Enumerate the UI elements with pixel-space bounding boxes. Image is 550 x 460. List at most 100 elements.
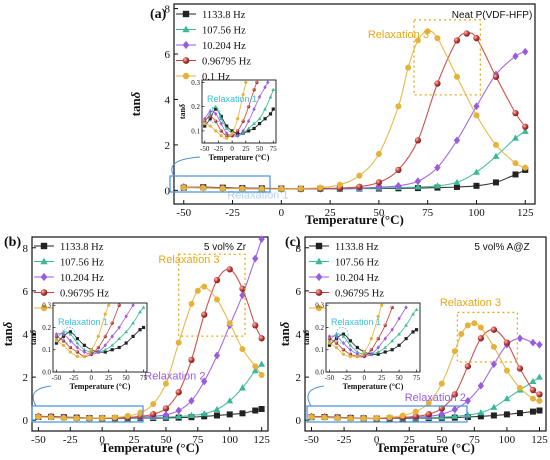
x-tick-label: 0 [99,434,105,446]
inset-data-point [362,352,367,356]
x-tick-label: 50 [436,434,448,446]
y-tick-label: 2 [23,372,29,384]
data-point [412,408,419,415]
inset-data-point [68,338,73,343]
data-point [73,415,80,422]
y-tick-label: 0 [165,185,171,197]
inset-series-0-1-Hz [203,80,248,140]
y-tick-label: 2 [165,140,171,152]
data-point [529,395,536,402]
legend-marker [315,289,323,296]
data-point [188,356,195,364]
inset-data-point [131,303,135,308]
inset-data-point [241,128,245,133]
legend-label: 10.204 Hz [335,273,379,284]
inset-x-axis-label: Temperature (°C) [343,382,404,391]
data-point [297,185,304,192]
inset-data-point [246,119,251,124]
data-point [213,405,221,412]
data-point [239,291,246,300]
inset-data-point [214,111,218,117]
inset-data-point [369,352,373,357]
data-point [188,300,195,307]
inset-data-point [369,348,373,352]
legend-marker [315,304,323,312]
inset-data-point [225,136,229,140]
data-point [162,405,170,412]
inset-data-point [219,114,223,118]
inset-data-point [383,350,387,354]
relaxation-box [178,253,246,337]
inset-data-point [124,330,128,334]
data-point [180,184,187,191]
data-point [464,411,472,418]
inset-data-point [82,343,86,347]
relaxation-box [413,19,482,96]
zoom-region-box [169,175,271,193]
inset-data-point [61,332,66,337]
inset-y-axis-label: tanδ [29,330,38,345]
data-point [60,415,67,422]
legend-marker [40,304,48,312]
series-1133-8-Hz [35,406,265,422]
inset-data-point [376,345,380,350]
inset-x-tick-label: 75 [140,374,148,382]
y-tick-label: 8 [296,243,302,255]
data-point [529,386,537,394]
x-tick-label: 25 [404,434,416,446]
inset-data-point [362,350,366,354]
data-point [425,411,432,418]
inset-data-point [263,85,267,90]
panel-label: (c) [285,235,301,250]
inset-data-point [103,312,107,316]
data-point [201,283,208,290]
inset-data-point [219,121,223,126]
x-tick-label: 75 [192,434,204,446]
data-point [162,410,170,419]
data-point [252,363,259,370]
inset-data-point [107,303,111,307]
inset-data-point [117,345,121,350]
data-point [516,365,524,372]
y-axis-label: tanδ [0,321,15,346]
x-tick-label: 75 [469,434,481,446]
data-point [473,112,480,119]
y-tick-label: 0 [23,415,29,427]
x-tick-label: 125 [531,434,548,446]
legend-marker [182,57,190,64]
data-point [360,415,367,422]
plot-frame [173,3,536,205]
inset-data-point [236,131,240,135]
inset-data-point [214,129,218,133]
data-point [188,396,195,405]
legend-label: 1133.8 Hz [202,10,246,21]
data-point [536,407,543,414]
data-point [477,335,485,342]
inset-data-point [390,348,394,352]
inset-data-point [75,354,79,359]
inset-x-tick-label: 50 [123,374,131,382]
inset-x-tick-label: 50 [396,374,404,382]
data-point [175,406,182,415]
data-point [536,373,543,380]
inset-data-point [54,334,59,339]
inset-data-point [411,312,415,316]
inset-data-point [61,339,66,343]
inset-data-point [257,116,262,121]
data-point [258,186,265,192]
inset-data-point [266,80,270,85]
data-point [239,346,246,353]
inset-data-point [89,350,94,354]
inset-data-point [383,336,387,341]
data-point [86,415,93,422]
inset-data-point [334,332,339,336]
x-tick-label: 0 [374,434,380,446]
inset-data-point [75,337,79,341]
inset-data-point [214,107,218,111]
data-point [258,335,265,342]
data-point [278,185,285,192]
data-point [175,389,182,396]
data-point [201,311,208,318]
data-point [99,415,106,422]
data-point [252,407,259,414]
